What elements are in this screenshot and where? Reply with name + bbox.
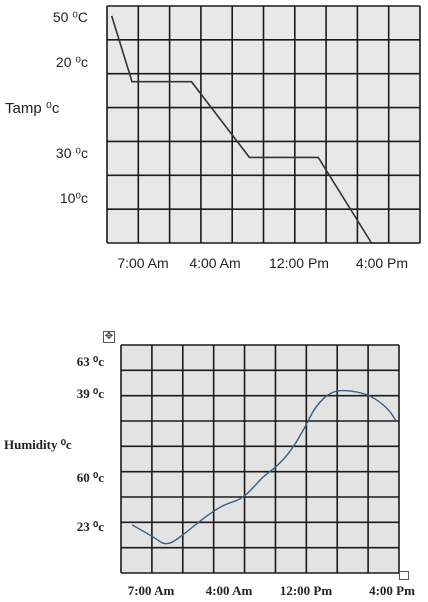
- x-tick-label: 4:00 Am: [189, 255, 240, 271]
- grid-1: [106, 5, 421, 244]
- humidity-chart: 63 ⁰c 39 ⁰c Humidity ⁰c 60 ⁰c 23 ⁰c 7:00…: [4, 344, 415, 598]
- y-tick-label: 23 ⁰c: [77, 519, 104, 534]
- y-tick-label: 10⁰c: [60, 190, 88, 206]
- x-tick-label: 4:00 Pm: [356, 255, 408, 271]
- y-tick-label: 30 ⁰c: [56, 145, 88, 161]
- x-tick-label: 7:00 Am: [128, 583, 175, 598]
- humidity-curve: [131, 389, 397, 545]
- plot-area-2: [121, 345, 399, 573]
- y-tick-label: 50 ⁰C: [53, 9, 88, 25]
- y-tick-label: 20 ⁰c: [56, 54, 88, 70]
- y-tick-label: 39 ⁰c: [77, 386, 104, 401]
- table-resize-handle-icon[interactable]: [399, 571, 409, 580]
- y-tick-label: 63 ⁰c: [77, 354, 104, 369]
- x-tick-label: 4:00 Am: [206, 583, 253, 598]
- table-move-handle-icon[interactable]: ✥: [103, 331, 115, 343]
- x-tick-label: 12:00 Pm: [269, 255, 329, 271]
- y-axis-title-humidity: Humidity ⁰c: [4, 437, 72, 452]
- temperature-chart: 50 ⁰C 20 ⁰c Tamp ⁰c 30 ⁰c 10⁰c 7:00 Am 4…: [5, 5, 421, 271]
- y-tick-label: 60 ⁰c: [77, 470, 104, 485]
- y-axis-title-temperature: Tamp ⁰c: [5, 100, 60, 117]
- grid-2: [120, 344, 400, 574]
- x-tick-label: 7:00 Am: [117, 255, 168, 271]
- temperature-line: [110, 15, 417, 244]
- x-tick-label: 4:00 Pm: [369, 583, 415, 598]
- x-tick-label: 12:00 Pm: [280, 583, 333, 598]
